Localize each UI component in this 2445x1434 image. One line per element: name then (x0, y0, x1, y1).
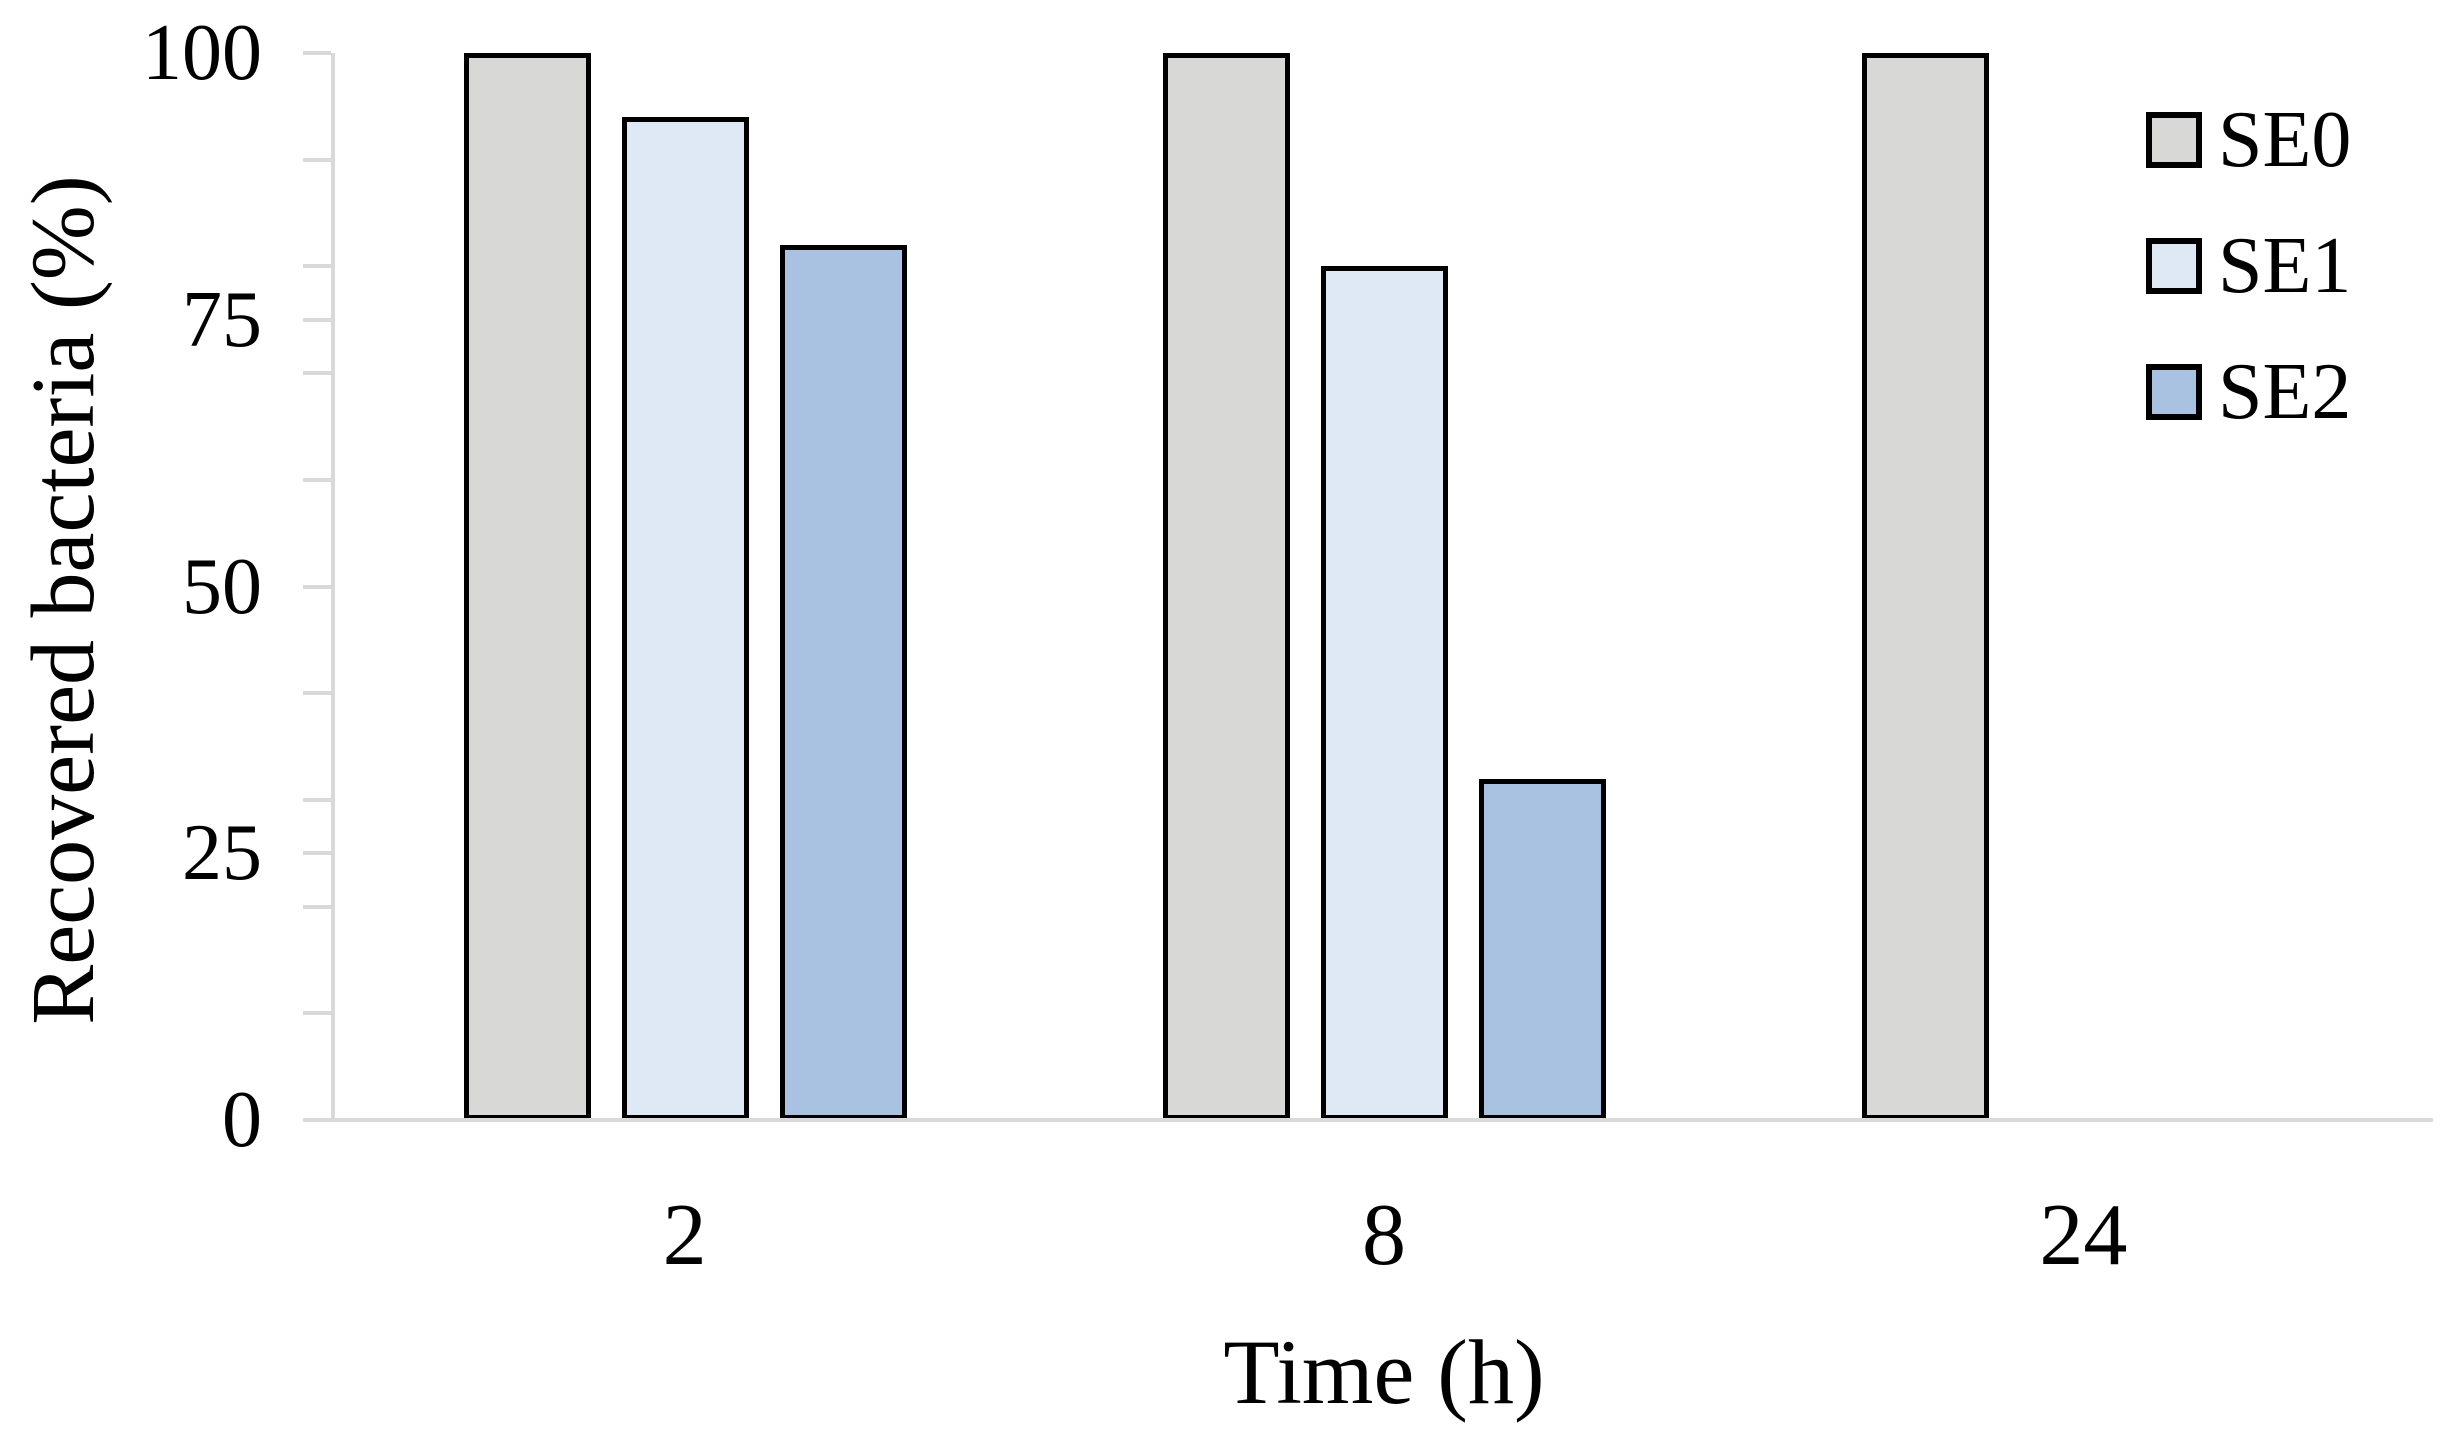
y-axis-line (331, 53, 335, 1122)
y-tick-label: 100 (142, 9, 262, 97)
y-major-tick (303, 317, 331, 322)
bar-SE0-8h (1163, 53, 1290, 1120)
y-minor-tick (303, 371, 331, 376)
y-minor-tick (303, 1011, 331, 1016)
x-category-label: 2 (662, 1187, 707, 1284)
legend-label-se0: SE0 (2218, 96, 2352, 184)
legend-item-se1: SE1 (2146, 226, 2351, 306)
legend-swatch-se1 (2146, 238, 2202, 294)
y-major-tick (303, 584, 331, 589)
x-category-label: 24 (2039, 1187, 2128, 1284)
y-major-tick (303, 51, 331, 55)
legend-label-se2: SE2 (2218, 348, 2352, 436)
bar-SE0-24h (1862, 53, 1990, 1120)
legend: SE0 SE1 SE2 (2146, 100, 2351, 478)
bar-SE2-8h (1479, 778, 1606, 1120)
x-axis-title: Time (h) (1223, 1321, 1545, 1423)
y-major-tick (303, 851, 331, 856)
legend-swatch-se2 (2146, 364, 2202, 420)
y-tick-label: 0 (222, 1076, 262, 1164)
y-tick-label: 50 (182, 542, 262, 631)
legend-item-se2: SE2 (2146, 352, 2351, 432)
legend-label-se1: SE1 (2218, 222, 2352, 310)
bar-SE2-2h (779, 245, 907, 1120)
y-minor-tick (303, 477, 331, 482)
x-axis-line (303, 1118, 2433, 1122)
bar-SE1-8h (1321, 266, 1448, 1120)
y-tick-label: 75 (182, 275, 262, 364)
y-minor-tick (303, 264, 331, 269)
y-minor-tick (303, 797, 331, 802)
legend-item-se0: SE0 (2146, 100, 2351, 180)
bar-SE0-2h (463, 53, 591, 1120)
y-minor-tick (303, 691, 331, 696)
y-minor-tick (303, 157, 331, 162)
y-tick-label: 25 (182, 809, 262, 898)
y-major-tick (303, 1118, 331, 1122)
bar-SE1-2h (621, 117, 749, 1120)
legend-swatch-se0 (2146, 112, 2202, 168)
y-minor-tick (303, 904, 331, 909)
x-category-label: 8 (1362, 1187, 1406, 1284)
